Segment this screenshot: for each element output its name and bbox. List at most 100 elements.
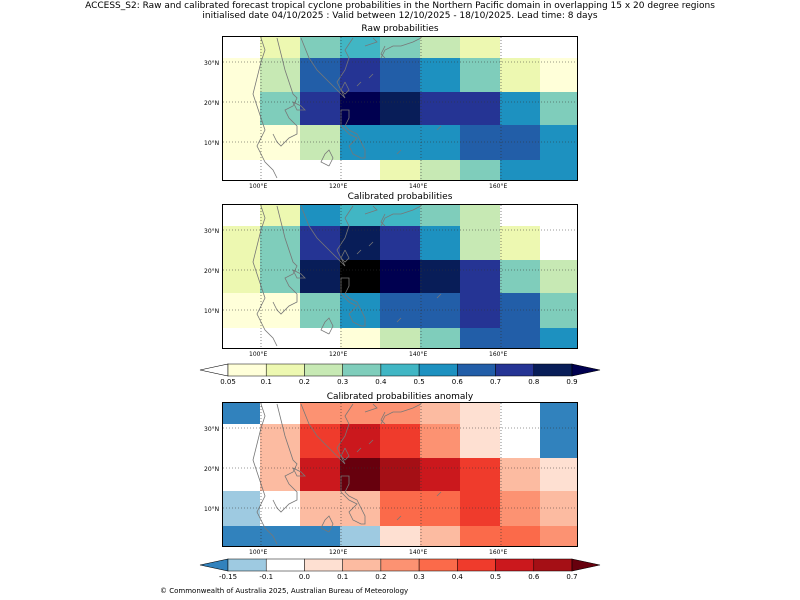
colorbar-tick-label: -0.1 xyxy=(259,573,274,581)
colorbar-segment xyxy=(418,363,458,377)
grid-cell xyxy=(300,160,341,180)
x-tick-120e: 120°E xyxy=(329,183,348,190)
y-tick-30n: 30°N xyxy=(204,426,220,433)
colorbar-segment xyxy=(418,558,458,572)
grid-cell xyxy=(460,293,501,329)
grid-cell xyxy=(260,160,301,180)
coastline xyxy=(340,447,350,461)
grid-cell xyxy=(540,328,577,348)
colorbar-over-extension xyxy=(571,363,601,377)
coastline xyxy=(380,37,422,59)
grid-cell xyxy=(223,37,261,59)
grid-cell xyxy=(260,403,301,425)
colorbar-segment xyxy=(304,558,343,572)
colorbar-segment xyxy=(265,558,305,572)
grid-cell xyxy=(420,92,461,126)
grid-cell xyxy=(420,293,461,329)
grid-cell xyxy=(223,260,261,294)
map-canvas xyxy=(223,37,577,180)
grid-cell xyxy=(380,491,421,527)
grid-cell xyxy=(380,458,421,492)
colorbar-segment xyxy=(380,558,420,572)
coastline xyxy=(320,515,334,533)
colorbar-segment xyxy=(533,363,573,377)
grid-cell xyxy=(300,403,341,425)
grid-cell xyxy=(500,328,541,348)
coastline xyxy=(300,37,354,99)
anomaly-colorbar xyxy=(199,558,601,572)
grid-cell xyxy=(420,58,461,93)
coastline xyxy=(340,109,366,159)
x-tick-120e: 120°E xyxy=(329,351,348,358)
anomaly-map xyxy=(222,402,578,547)
grid-cell xyxy=(500,125,541,161)
colorbar-tick-label: 0.3 xyxy=(413,573,425,581)
coastline xyxy=(380,45,386,59)
grid-cell xyxy=(380,205,421,227)
y-tick-10n: 10°N xyxy=(204,506,220,513)
grid-cell xyxy=(540,92,577,126)
coastline xyxy=(368,73,374,79)
grid-cell xyxy=(380,526,421,546)
raw-panel-title: Raw probabilities xyxy=(361,24,439,34)
coastline xyxy=(364,205,378,215)
coastline xyxy=(436,293,442,299)
grid-cell xyxy=(540,58,577,93)
copyright-notice: © Commonwealth of Australia 2025, Austra… xyxy=(160,587,409,595)
colorbar-tick-label: 0.4 xyxy=(451,573,463,581)
grid-cell xyxy=(500,160,541,180)
colorbar-over-extension xyxy=(571,558,601,572)
grid-cell xyxy=(460,205,501,227)
colorbar-tick-label: 0.8 xyxy=(528,378,540,386)
grid-cell xyxy=(460,125,501,161)
grid-cell xyxy=(460,328,501,348)
grid-cell xyxy=(460,37,501,59)
coastline xyxy=(396,317,402,323)
colorbar-segment xyxy=(227,363,267,377)
colorbar-tick-label: -0.15 xyxy=(218,573,238,581)
grid-cell xyxy=(300,458,341,492)
y-tick-20n: 20°N xyxy=(204,268,220,275)
grid-cell xyxy=(500,491,541,527)
grid-cell xyxy=(500,92,541,126)
grid-cell xyxy=(540,205,577,227)
grid-cell xyxy=(380,424,421,459)
grid-cell xyxy=(223,92,261,126)
grid-cell xyxy=(460,160,501,180)
colorbar-segment xyxy=(265,363,305,377)
colorbar-segment xyxy=(380,363,420,377)
grid-cell xyxy=(380,403,421,425)
calibrated-panel-title: Calibrated probabilities xyxy=(347,192,453,202)
y-tick-20n: 20°N xyxy=(204,100,220,107)
grid-cell xyxy=(540,260,577,294)
grid-cell xyxy=(223,526,261,546)
grid-cell xyxy=(460,92,501,126)
colorbar-tick-label: 0.1 xyxy=(260,378,272,386)
coastline xyxy=(380,403,422,425)
probability-colorbar xyxy=(199,363,601,377)
grid-cell xyxy=(260,58,301,93)
grid-cell xyxy=(500,458,541,492)
y-tick-10n: 10°N xyxy=(204,140,220,147)
grid-cell xyxy=(300,293,341,329)
grid-cell xyxy=(300,125,341,161)
grid-cell xyxy=(300,260,341,294)
grid-cell xyxy=(540,491,577,527)
grid-cell xyxy=(340,226,381,261)
grid-cell xyxy=(380,226,421,261)
grid-cell xyxy=(260,458,301,492)
coastline xyxy=(356,447,362,453)
grid-cell xyxy=(223,403,261,425)
grid-cell xyxy=(223,125,261,161)
colorbar-tick-label: 0.7 xyxy=(566,573,578,581)
y-tick-30n: 30°N xyxy=(204,228,220,235)
coastline xyxy=(320,149,334,167)
grid-cell xyxy=(540,125,577,161)
grid-cell xyxy=(260,491,301,527)
grid-cell xyxy=(340,293,381,329)
coastline xyxy=(364,403,378,413)
coastline xyxy=(300,205,354,267)
colorbar-tick-label: 0.0 xyxy=(298,573,311,581)
grid-cell xyxy=(260,424,301,459)
colorbar-tick-label: 0.4 xyxy=(375,378,387,386)
